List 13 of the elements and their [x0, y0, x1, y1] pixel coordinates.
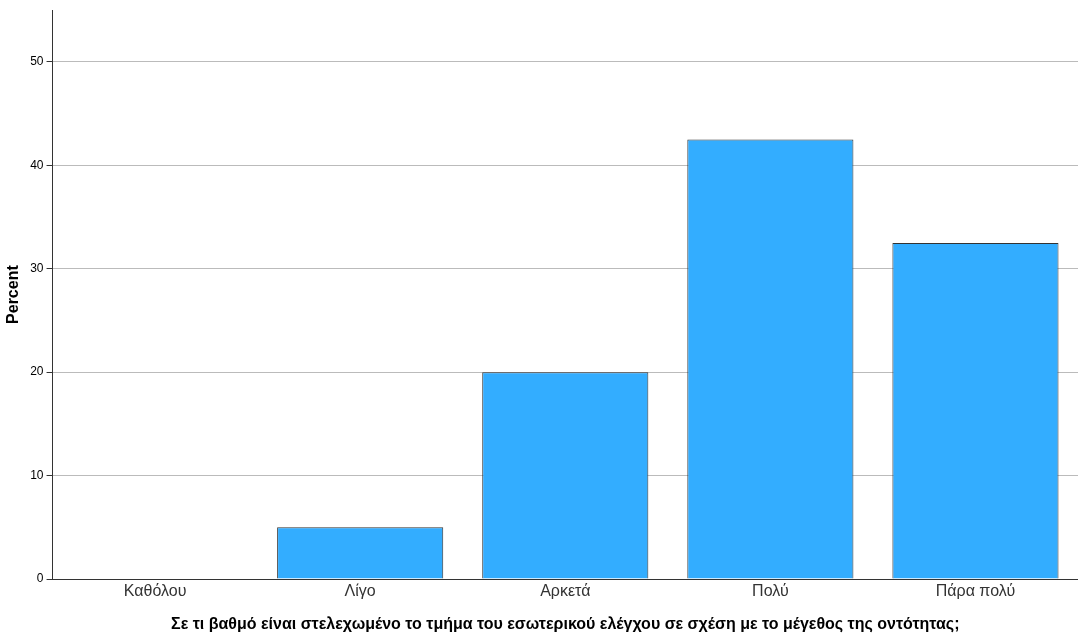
x-axis-title: Σε τι βαθμό είναι στελεχωμένο το τμήμα του εσωτερικού ελέγχου σε σχέση με το μέγεθος της οντότητας; — [171, 615, 960, 634]
y-tick-label: 30 — [30, 261, 44, 276]
y-axis-title: Percent — [4, 264, 22, 324]
y-tick-label: 50 — [30, 54, 44, 69]
y-tick-label: 0 — [36, 571, 44, 586]
y-tick-label: 20 — [30, 364, 44, 379]
x-tick-label: Αρκετά — [540, 582, 591, 600]
x-tick-label: Πολύ — [752, 582, 789, 600]
y-tick-label: 40 — [30, 157, 44, 172]
x-tick-label: Καθόλου — [123, 582, 187, 600]
y-tick-label: 10 — [30, 467, 44, 482]
x-tick-label: Πάρα πολύ — [935, 582, 1016, 600]
x-tick-label: Λίγο — [344, 582, 376, 600]
